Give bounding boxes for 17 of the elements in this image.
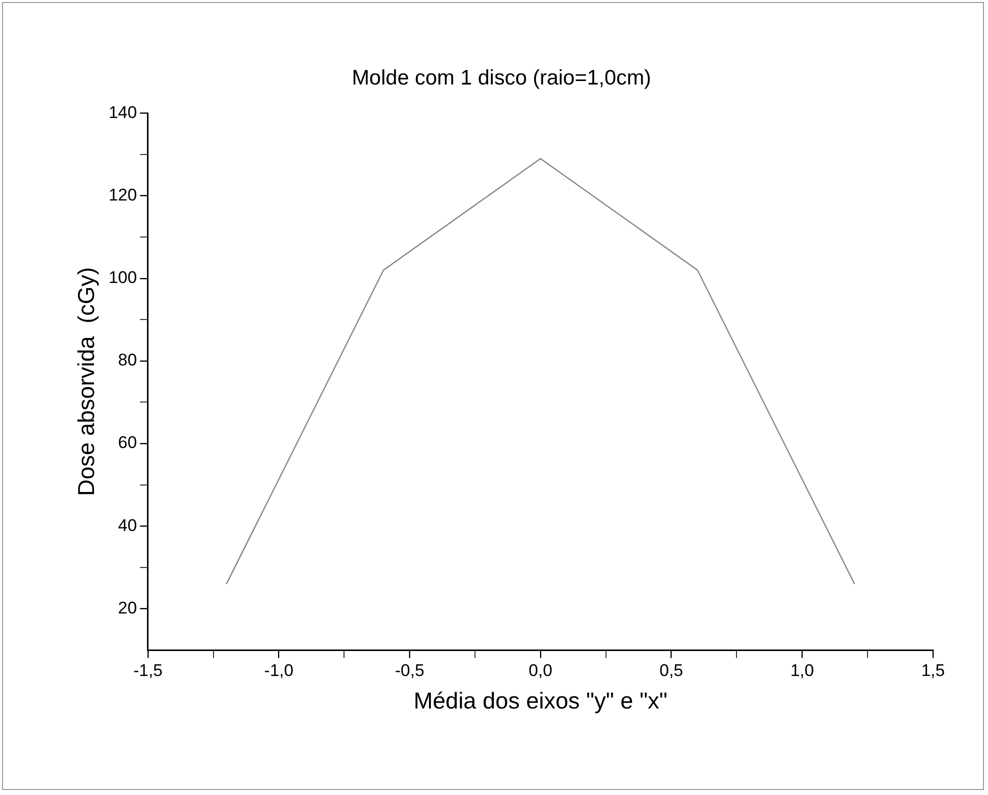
x-tick-label: -1,5 (133, 660, 163, 680)
x-axis-title: Média dos eixos "y" e "x" (414, 688, 668, 714)
x-tick-label: 0,0 (528, 660, 552, 680)
x-tick-label: 0,5 (660, 660, 684, 680)
y-tick-label: 100 (108, 268, 137, 288)
x-tick-label: -0,5 (394, 660, 424, 680)
y-tick-label: 60 (118, 433, 137, 452)
y-tick-label: 20 (118, 598, 137, 618)
y-tick-label: 80 (118, 350, 137, 370)
y-tick-label: 40 (118, 516, 137, 535)
chart-title: Molde com 1 disco (raio=1,0cm) (352, 66, 652, 90)
y-tick-label: 140 (108, 102, 137, 122)
y-tick-label: 120 (108, 185, 137, 204)
x-tick-label: 1,0 (790, 660, 814, 680)
x-tick-label: -1,0 (264, 660, 294, 680)
y-axis-title: Dose absorvida (cGy) (73, 267, 100, 496)
x-tick-label: 1,5 (921, 660, 945, 680)
